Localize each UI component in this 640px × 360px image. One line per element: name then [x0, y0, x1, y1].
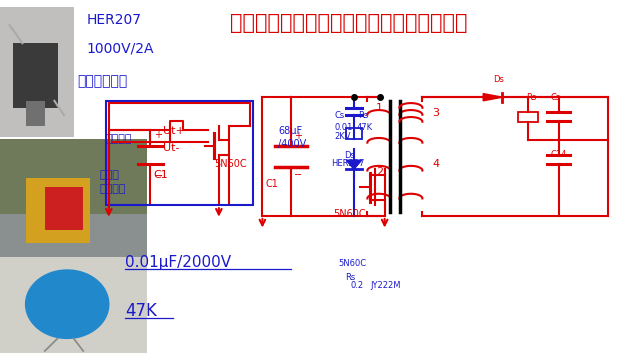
- Text: Ut-: Ut-: [163, 143, 180, 153]
- Text: HER207: HER207: [332, 159, 365, 168]
- Text: C1: C1: [266, 179, 278, 189]
- Text: Cs: Cs: [335, 111, 345, 120]
- Polygon shape: [26, 270, 109, 338]
- Text: −: −: [294, 170, 303, 180]
- Text: 3: 3: [432, 108, 439, 118]
- Text: 主滤波: 主滤波: [99, 170, 119, 180]
- Text: 47K: 47K: [357, 123, 373, 132]
- Bar: [0, 139, 147, 257]
- Text: Cs: Cs: [550, 93, 561, 102]
- Text: 5N60C: 5N60C: [333, 209, 365, 219]
- Text: HER207: HER207: [86, 13, 141, 27]
- Text: 2: 2: [376, 167, 383, 177]
- Bar: [26, 101, 45, 126]
- Text: JY222M: JY222M: [370, 281, 401, 290]
- Text: Rs: Rs: [346, 273, 356, 282]
- Text: −: −: [154, 171, 163, 181]
- Text: Rs: Rs: [526, 93, 536, 102]
- Text: Rs: Rs: [358, 111, 369, 120]
- Bar: [346, 128, 362, 139]
- Text: 5N60C: 5N60C: [338, 259, 366, 268]
- Text: 68μF: 68μF: [278, 126, 303, 136]
- Text: 1000V/2A: 1000V/2A: [86, 42, 154, 55]
- Bar: [0, 257, 147, 353]
- Text: C1: C1: [154, 170, 168, 180]
- Text: C14: C14: [550, 150, 567, 159]
- Text: Ds: Ds: [493, 75, 504, 84]
- Text: 开关电源尖峰电压产生原因、吸收电路原理: 开关电源尖峰电压产生原因、吸收电路原理: [230, 13, 468, 33]
- Bar: [518, 112, 538, 122]
- Bar: [106, 101, 253, 205]
- Text: 快恢复二极管: 快恢复二极管: [77, 74, 127, 88]
- Bar: [0, 7, 74, 137]
- Polygon shape: [346, 160, 362, 169]
- Text: /400V: /400V: [278, 139, 307, 149]
- Text: 0.01: 0.01: [334, 123, 353, 132]
- Bar: [0, 214, 147, 257]
- Text: +: +: [154, 130, 162, 140]
- Text: 0.2: 0.2: [351, 281, 364, 290]
- Polygon shape: [483, 94, 502, 101]
- Text: 1: 1: [376, 103, 383, 113]
- Text: 电容电压: 电容电压: [99, 184, 125, 194]
- Text: Ut+: Ut+: [163, 126, 185, 136]
- Text: 5N60C: 5N60C: [214, 159, 247, 169]
- Bar: [13, 43, 58, 108]
- Text: 4: 4: [432, 159, 439, 169]
- Bar: [45, 187, 83, 230]
- Text: 尖峰电压: 尖峰电压: [106, 134, 132, 144]
- Text: +: +: [294, 131, 303, 141]
- Text: 0.01μF/2000V: 0.01μF/2000V: [125, 255, 231, 270]
- Text: 2KV: 2KV: [334, 132, 351, 141]
- Bar: [26, 178, 90, 243]
- Text: Ds: Ds: [344, 151, 355, 160]
- Text: 47K: 47K: [125, 302, 157, 320]
